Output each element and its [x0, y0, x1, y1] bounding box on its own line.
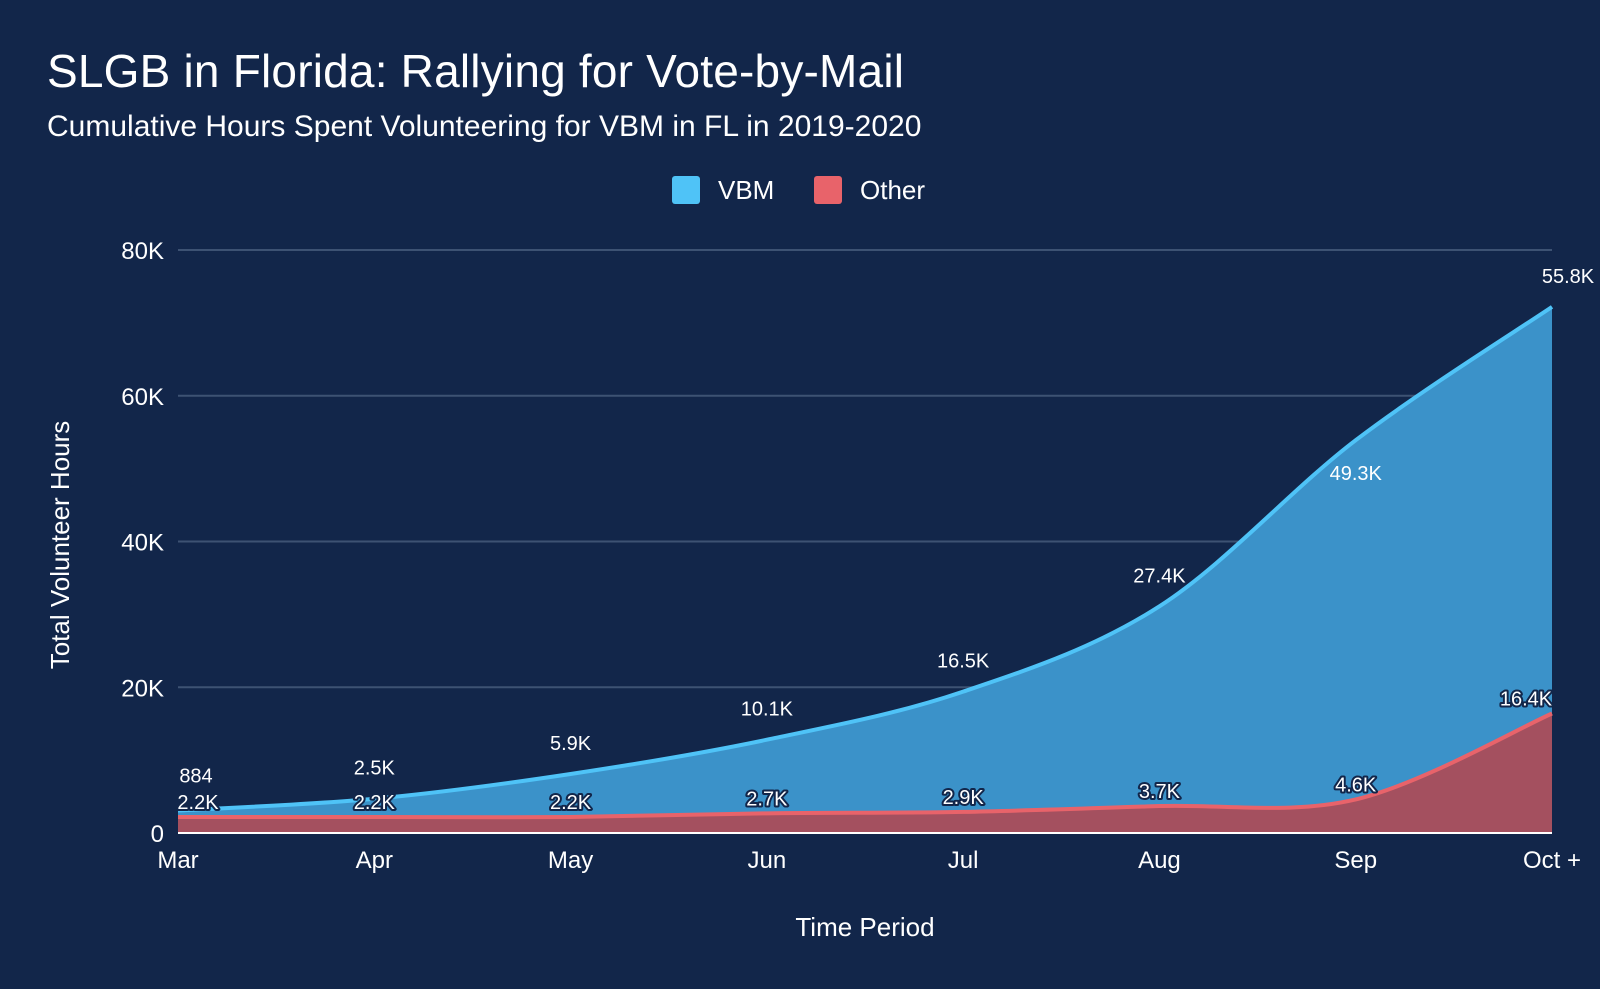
data-label-other: 2.2K — [354, 792, 396, 814]
legend-swatch-vbm — [672, 176, 700, 204]
data-label-vbm: 55.8K — [1542, 266, 1595, 288]
data-label-other: 2.9K — [943, 787, 985, 809]
x-tick-label: Oct + — [1523, 847, 1581, 874]
x-tick-labels: Mar Apr May Jun Jul Aug Sep Oct + — [157, 847, 1581, 874]
x-tick-label: Aug — [1138, 847, 1181, 874]
x-tick-label: Sep — [1334, 847, 1377, 874]
y-tick-labels: 0 20K 40K 60K 80K — [121, 238, 164, 848]
x-tick-label: Apr — [356, 847, 393, 874]
x-tick-label: May — [548, 847, 593, 874]
x-tick-label: Mar — [157, 847, 198, 874]
y-tick-label: 80K — [121, 238, 164, 265]
data-label-vbm: 5.9K — [550, 733, 592, 755]
area-layer — [178, 306, 1552, 833]
line-layer — [177, 305, 1554, 820]
x-axis-title: Time Period — [795, 912, 934, 942]
y-axis-title: Total Volunteer Hours — [45, 421, 75, 670]
chart-subtitle: Cumulative Hours Spent Volunteering for … — [47, 110, 922, 143]
x-tick-label: Jun — [748, 847, 787, 874]
data-label-other: 16.4K — [1500, 688, 1553, 710]
line-other — [178, 711, 1553, 820]
data-label-vbm: 27.4K — [1133, 565, 1186, 587]
x-tick-label: Jul — [948, 847, 979, 874]
legend-label-other: Other — [860, 175, 925, 205]
data-label-vbm: 2.5K — [354, 758, 396, 780]
data-label-other: 4.6K — [1335, 774, 1377, 796]
y-tick-label: 0 — [151, 821, 164, 848]
data-label-other: 3.7K — [1139, 781, 1181, 803]
legend-swatch-other — [814, 176, 842, 204]
y-tick-label: 60K — [121, 384, 164, 411]
data-label-other: 2.2K — [550, 792, 592, 814]
legend: VBM Other — [672, 175, 925, 205]
data-label-vbm: 10.1K — [741, 699, 794, 721]
data-label-vbm: 16.5K — [937, 651, 990, 673]
chart-title: SLGB in Florida: Rallying for Vote-by-Ma… — [47, 45, 905, 97]
y-tick-label: 40K — [121, 530, 164, 557]
line-vbm — [177, 305, 1554, 813]
data-label-vbm: 49.3K — [1330, 463, 1383, 485]
legend-label-vbm: VBM — [718, 175, 774, 205]
data-labels: 884 2.5K 5.9K 10.1K 16.5K 27.4K 49.3K 55.8K 2.2K… — [175, 266, 1595, 816]
area-other — [178, 713, 1552, 833]
data-label-other: 2.7K — [746, 788, 788, 810]
y-tick-label: 20K — [121, 675, 164, 702]
area-vbm — [178, 306, 1552, 818]
data-label-vbm: 884 — [179, 766, 212, 788]
data-label-other: 2.2K — [177, 792, 219, 814]
